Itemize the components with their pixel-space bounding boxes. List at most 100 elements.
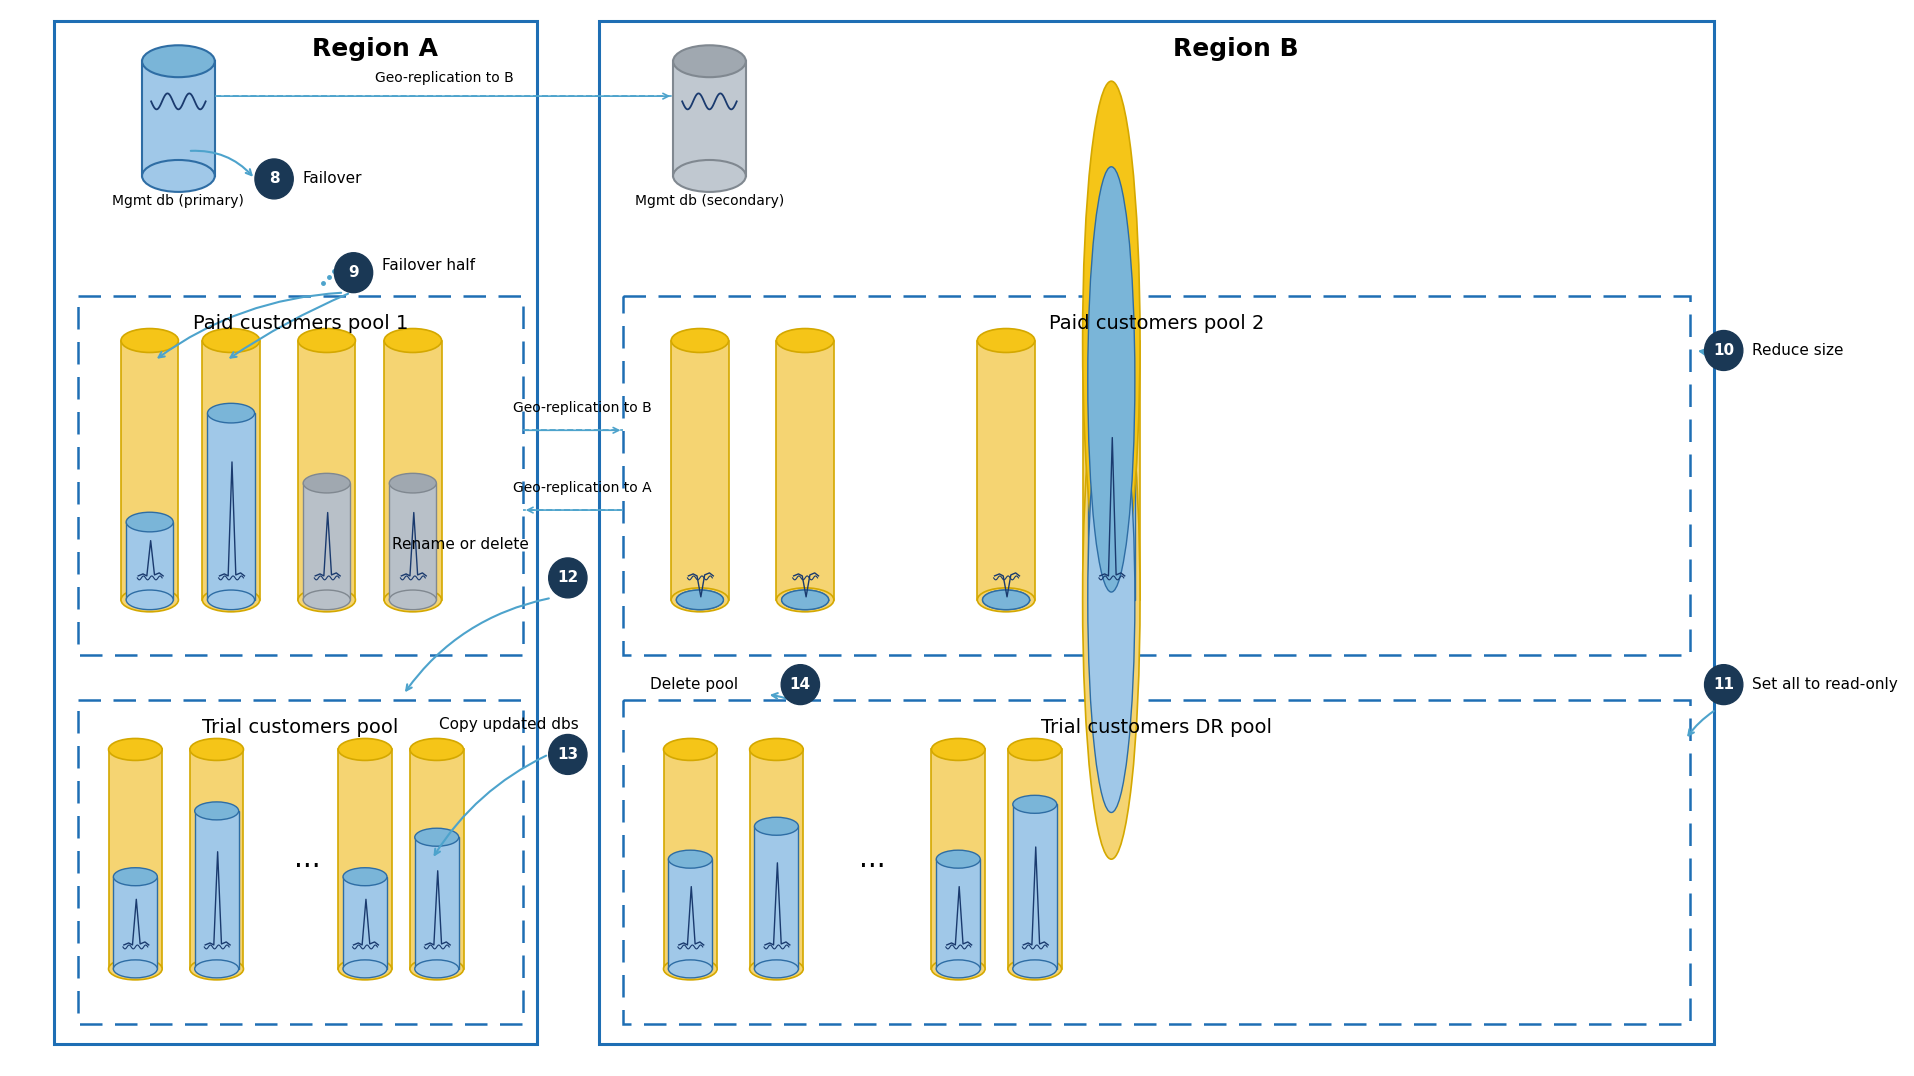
Ellipse shape [748,958,802,980]
Ellipse shape [113,867,157,886]
Ellipse shape [415,960,459,978]
Text: Delete pool: Delete pool [649,677,737,692]
Ellipse shape [662,958,716,980]
Ellipse shape [299,328,356,353]
Text: Mgmt db (primary): Mgmt db (primary) [113,194,245,208]
Text: ...: ... [857,845,884,873]
FancyBboxPatch shape [748,750,802,968]
Ellipse shape [343,867,387,886]
Ellipse shape [299,587,356,612]
Ellipse shape [207,590,255,610]
FancyBboxPatch shape [976,340,1034,599]
FancyBboxPatch shape [299,340,356,599]
Ellipse shape [207,404,255,423]
Ellipse shape [754,818,798,835]
Text: 11: 11 [1713,677,1734,692]
Ellipse shape [410,738,463,761]
Ellipse shape [126,590,172,610]
Ellipse shape [195,802,239,820]
Ellipse shape [113,960,157,978]
FancyBboxPatch shape [672,61,745,176]
Text: Mgmt db (secondary): Mgmt db (secondary) [635,194,783,208]
FancyBboxPatch shape [142,61,214,176]
Text: Region A: Region A [312,38,436,61]
Text: 10: 10 [1713,343,1734,358]
Text: 13: 13 [557,747,578,762]
Ellipse shape [936,850,980,868]
Text: 14: 14 [789,677,810,692]
Text: Paid customers pool 2: Paid customers pool 2 [1049,314,1263,334]
Ellipse shape [748,738,802,761]
Ellipse shape [389,473,436,493]
Ellipse shape [672,160,745,192]
FancyBboxPatch shape [415,837,459,968]
FancyBboxPatch shape [936,859,980,968]
Ellipse shape [982,590,1030,610]
FancyBboxPatch shape [339,750,392,968]
Ellipse shape [189,738,243,761]
FancyBboxPatch shape [670,340,727,599]
Ellipse shape [1007,958,1060,980]
Ellipse shape [343,960,387,978]
FancyBboxPatch shape [1013,805,1057,968]
Circle shape [255,159,293,199]
Text: Failover half: Failover half [383,258,475,273]
FancyBboxPatch shape [775,340,833,599]
Ellipse shape [109,958,163,980]
Ellipse shape [109,738,163,761]
Ellipse shape [126,512,172,532]
Circle shape [781,665,819,705]
Ellipse shape [1013,795,1057,813]
Circle shape [335,253,373,293]
Ellipse shape [672,45,745,77]
Ellipse shape [142,160,214,192]
Ellipse shape [1007,738,1060,761]
Ellipse shape [1087,387,1135,812]
Ellipse shape [668,960,712,978]
Ellipse shape [385,587,442,612]
FancyBboxPatch shape [754,826,798,968]
Text: 9: 9 [348,265,358,280]
Ellipse shape [1013,960,1057,978]
Circle shape [549,735,588,775]
Ellipse shape [670,328,727,353]
FancyBboxPatch shape [207,413,255,599]
FancyBboxPatch shape [389,483,436,599]
Text: Copy updated dbs: Copy updated dbs [438,717,578,732]
Text: 12: 12 [557,570,578,585]
Text: Region B: Region B [1171,38,1298,61]
Text: Paid customers pool 1: Paid customers pool 1 [193,314,408,334]
FancyBboxPatch shape [930,750,984,968]
Ellipse shape [415,829,459,846]
FancyBboxPatch shape [668,859,712,968]
Circle shape [1703,665,1742,705]
FancyBboxPatch shape [385,340,442,599]
Text: Geo-replication to A: Geo-replication to A [513,481,651,495]
Ellipse shape [781,590,829,610]
FancyBboxPatch shape [121,340,178,599]
Ellipse shape [676,590,723,610]
FancyBboxPatch shape [1087,380,1135,599]
Ellipse shape [302,590,350,610]
FancyBboxPatch shape [126,522,172,599]
Text: Trial customers DR pool: Trial customers DR pool [1041,718,1271,737]
FancyBboxPatch shape [189,750,243,968]
Ellipse shape [781,590,829,610]
Ellipse shape [676,590,723,610]
Ellipse shape [195,960,239,978]
FancyBboxPatch shape [203,340,260,599]
Ellipse shape [775,328,833,353]
Ellipse shape [670,587,727,612]
FancyBboxPatch shape [410,750,463,968]
Ellipse shape [668,850,712,868]
Ellipse shape [1087,167,1135,592]
Ellipse shape [982,590,1030,610]
Ellipse shape [930,958,984,980]
FancyBboxPatch shape [195,811,239,968]
Ellipse shape [203,587,260,612]
Ellipse shape [1081,81,1139,599]
Ellipse shape [389,590,436,610]
Ellipse shape [754,960,798,978]
Ellipse shape [302,473,350,493]
FancyBboxPatch shape [302,483,350,599]
